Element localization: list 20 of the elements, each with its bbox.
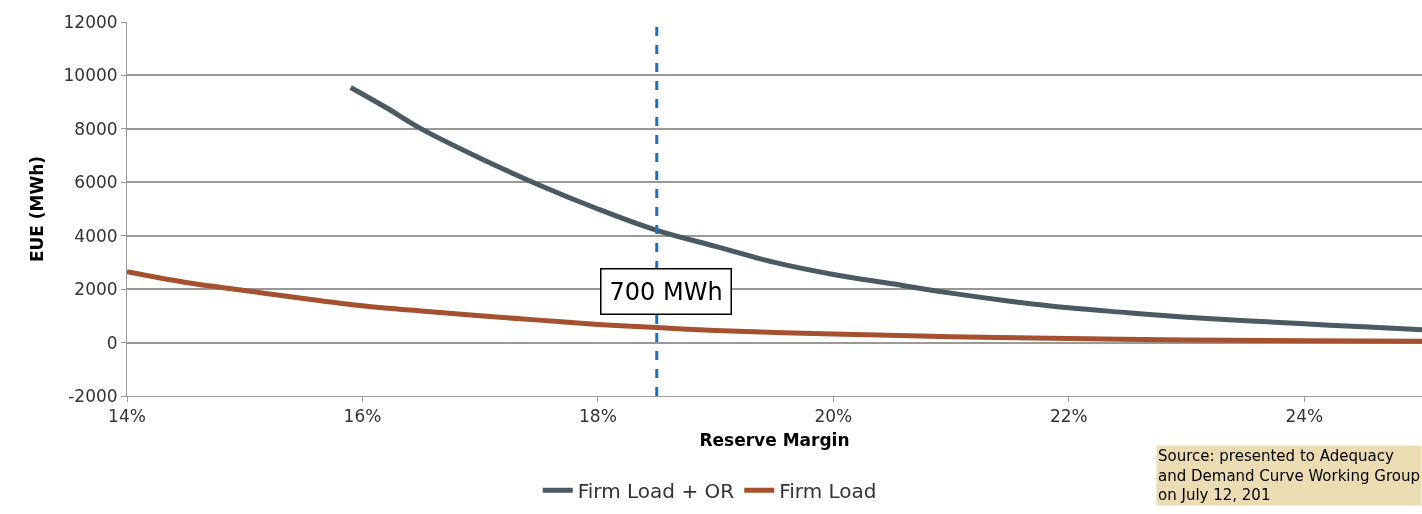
y-axis-title: EUE (MWh) <box>27 155 48 263</box>
y-tick-label: 12000 <box>63 11 118 32</box>
legend-label: Firm Load + OR <box>577 479 735 504</box>
y-tick-label: 4000 <box>74 225 118 246</box>
x-axis-title: Reserve Margin <box>699 429 850 450</box>
x-tick-label: 18% <box>579 406 617 427</box>
annotation: 700 MWh <box>609 277 723 306</box>
source-note: Source: presented to Adequacy and Demand Curve Working Group on July 12, 201 <box>1158 447 1421 504</box>
x-tick-label: 24% <box>1285 406 1324 427</box>
legend-label: Firm Load <box>779 479 877 504</box>
x-tick-label: 14% <box>108 406 146 427</box>
y-tick-label: -2000 <box>68 385 118 406</box>
y-tick-label: 8000 <box>74 118 118 139</box>
x-tick-label: 16% <box>343 406 382 427</box>
y-tick-label: 6000 <box>74 172 118 193</box>
y-tick-label: 10000 <box>63 65 118 86</box>
x-tick-label: 20% <box>814 406 853 427</box>
y-tick-label: 0 <box>106 332 118 353</box>
y-tick-label: 2000 <box>74 279 118 300</box>
x-tick-label: 22% <box>1049 406 1088 427</box>
